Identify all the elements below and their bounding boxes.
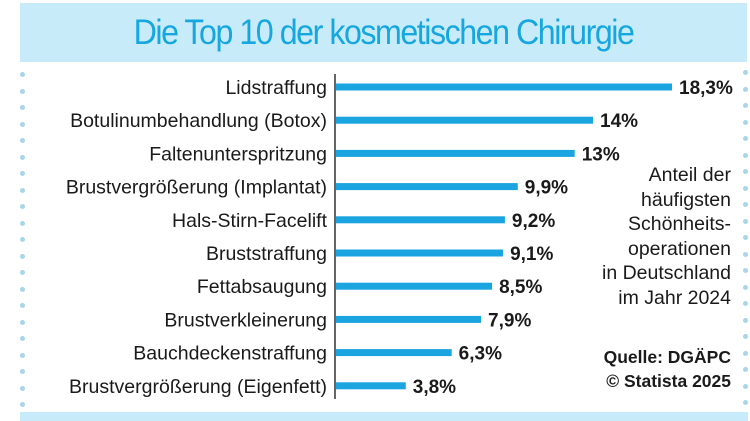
chart-annotation: Anteil der häufigsten Schönheits- operat… (531, 163, 731, 311)
annotation-line: in Deutschland (602, 262, 731, 285)
border-dot (743, 251, 748, 257)
border-dot (20, 138, 25, 143)
value-label: 8,5% (499, 277, 542, 298)
border-dot (20, 72, 25, 77)
border-dot (20, 154, 25, 160)
border-dot (743, 317, 748, 323)
right-dotted-border (743, 0, 749, 421)
value-label: 3,8% (413, 377, 456, 398)
border-dot (743, 86, 748, 92)
footer-band (20, 412, 748, 421)
border-dot (743, 284, 748, 290)
border-dot (743, 202, 748, 207)
category-label: Hals-Stirn-Facelift (172, 210, 328, 232)
bar (336, 83, 672, 91)
border-dot (743, 136, 748, 141)
copyright-label: © Statista 2025 (606, 371, 731, 391)
source-label: Quelle: DGÄPC (603, 347, 731, 367)
border-dot (743, 185, 748, 191)
category-label: Botulinumbehandlung (Botox) (70, 110, 327, 132)
category-label: Bruststraffung (206, 243, 327, 265)
category-label: Fettabsaugung (197, 276, 327, 298)
category-label: Faltenunterspritzung (149, 143, 327, 165)
annotation-line: häufigsten (641, 188, 731, 211)
border-dot (20, 187, 25, 193)
annotation-line: Anteil der (648, 164, 731, 186)
bar (336, 349, 452, 357)
value-label: 9,1% (510, 244, 553, 265)
bar (336, 315, 482, 323)
border-dot (20, 237, 25, 242)
bar (336, 282, 493, 290)
border-dot (20, 270, 25, 275)
border-dot (743, 334, 748, 339)
border-dot (20, 286, 25, 292)
border-dot (20, 220, 25, 226)
value-labels: 18,3% 14% 13% 9,9% 9,2% 9,1% 8,5% 7,9% 6,3%3,8% (413, 78, 733, 398)
value-label: 7,9% (488, 310, 531, 331)
border-dot (20, 105, 25, 110)
border-dot (20, 319, 25, 325)
border-dot (20, 253, 25, 259)
left-dotted-border (20, 0, 26, 421)
border-dot (20, 385, 25, 391)
border-dot (20, 121, 25, 127)
border-dot (743, 103, 748, 108)
border-dot (20, 402, 25, 407)
value-label: 9,2% (512, 211, 555, 232)
bar (336, 249, 504, 257)
bar (336, 183, 518, 191)
border-dot (743, 383, 748, 389)
category-label: Brustvergrößerung (Eigenfett) (69, 376, 327, 398)
category-label: Brustverkleinerung (164, 309, 327, 331)
category-labels: Lidstraffung Botulinumbehandlung (Botox) F… (66, 77, 328, 398)
value-label: 9,9% (525, 178, 568, 199)
border-dot (743, 367, 748, 372)
chart-title: Die Top 10 der kosmetischen Chirurgie (133, 13, 635, 52)
category-label: Bauchdeckenstraffung (133, 343, 327, 365)
border-dot (743, 119, 748, 125)
border-dot (743, 350, 748, 356)
border-dot (20, 303, 25, 308)
border-dot (743, 301, 748, 306)
category-label: Brustvergrößerung (Implantat) (66, 177, 327, 199)
border-dot (743, 70, 748, 75)
header-band (20, 3, 747, 62)
border-dot (743, 218, 748, 224)
border-dot (20, 88, 25, 94)
border-dot (20, 204, 25, 209)
value-label: 6,3% (459, 344, 502, 365)
bars (336, 83, 672, 390)
border-dot (743, 152, 748, 158)
border-dot (20, 171, 25, 176)
border-dot (743, 400, 748, 405)
bar (336, 216, 505, 224)
border-dot (20, 336, 25, 341)
border-dot (20, 352, 25, 358)
annotation-line: operationen (627, 237, 731, 260)
category-label: Lidstraffung (225, 77, 327, 99)
value-label: 13% (582, 144, 620, 165)
source-note: Quelle: DGÄPC © Statista 2025 (531, 345, 731, 393)
bar (336, 382, 406, 390)
border-dot (743, 235, 748, 240)
annotation-line: im Jahr 2024 (618, 286, 731, 309)
border-dot (20, 369, 25, 374)
bar (336, 116, 594, 124)
value-label: 18,3% (679, 78, 733, 99)
bar (336, 149, 575, 157)
annotation-line: Schönheits- (628, 213, 731, 236)
border-dot (743, 268, 748, 273)
value-label: 14% (600, 111, 638, 132)
border-dot (743, 169, 748, 174)
